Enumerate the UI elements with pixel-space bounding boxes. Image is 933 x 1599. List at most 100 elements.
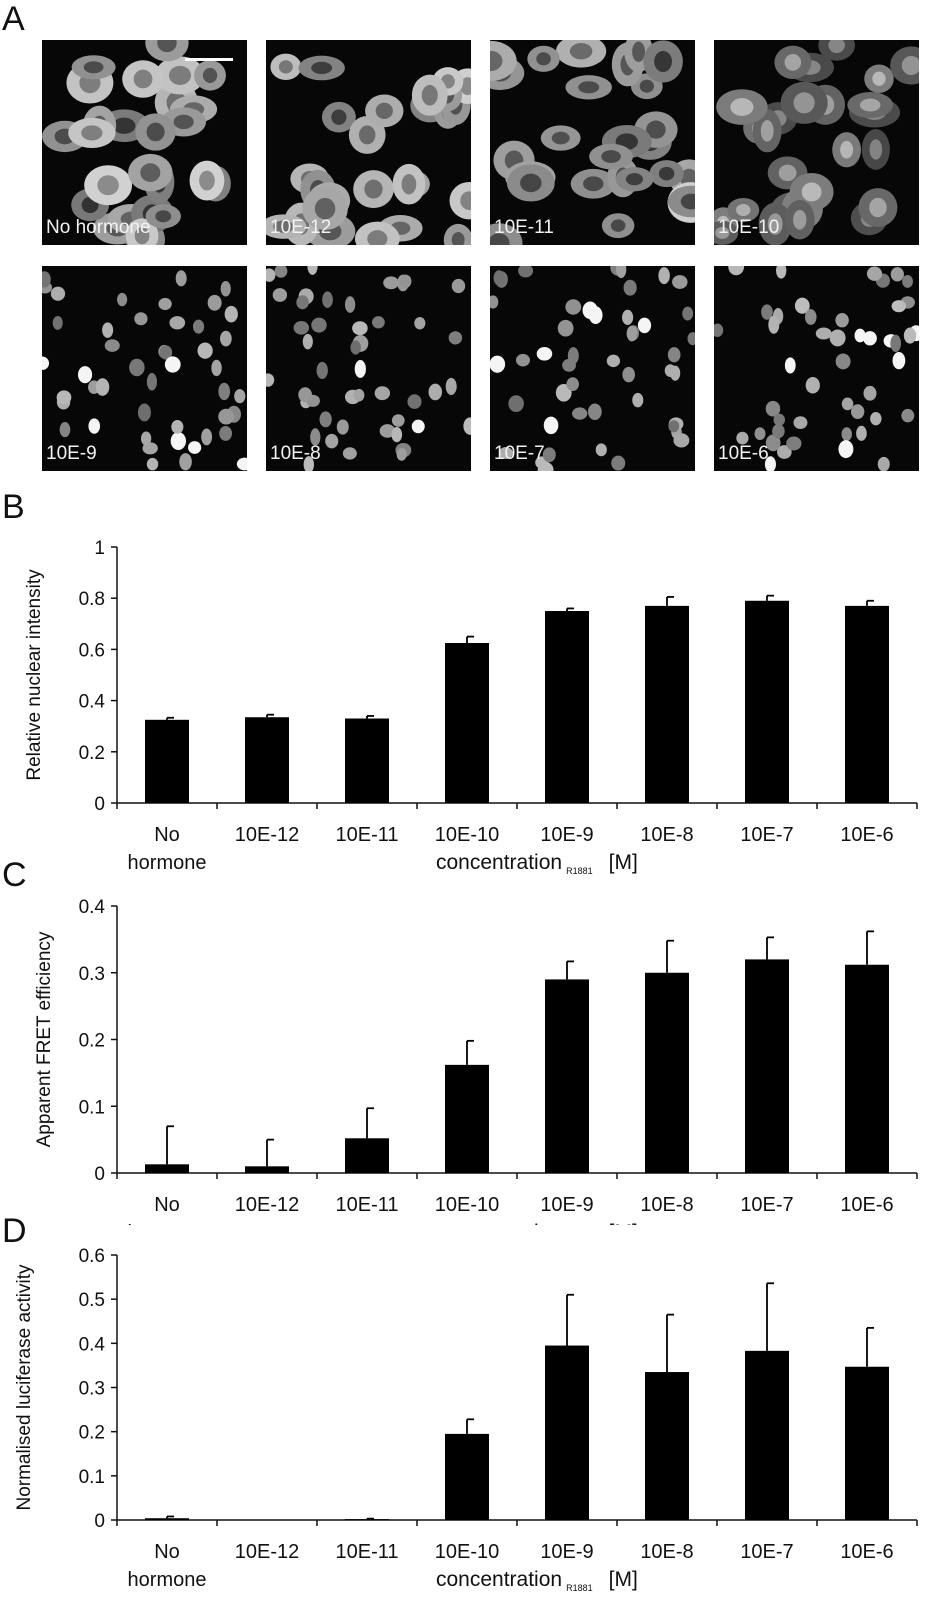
cell-nucleus bbox=[869, 197, 887, 218]
cell-nucleus bbox=[336, 419, 349, 435]
cell-image bbox=[714, 266, 919, 471]
cell-nucleus bbox=[866, 266, 883, 281]
cell-nucleus bbox=[772, 424, 785, 439]
bar bbox=[745, 600, 789, 803]
cell-nucleus bbox=[601, 150, 621, 163]
x-tick-label: 10E-12 bbox=[235, 1194, 300, 1216]
cell-nucleus bbox=[793, 416, 808, 429]
cell-nucleus bbox=[296, 295, 309, 310]
x-tick-label: 10E-7 bbox=[740, 824, 793, 846]
cell-nucleus bbox=[353, 388, 365, 402]
cell-nucleus bbox=[159, 345, 173, 360]
micrograph: 10E-12 bbox=[266, 40, 471, 245]
cell-nucleus bbox=[448, 331, 463, 345]
micrograph: 10E-10 bbox=[714, 40, 919, 245]
cell-nucleus bbox=[374, 386, 391, 401]
cell-nucleus bbox=[776, 266, 787, 279]
cell-nucleus bbox=[325, 433, 339, 449]
x-tick-label: 10E-12 bbox=[235, 1541, 300, 1563]
x-tick-label: hormone bbox=[128, 1222, 207, 1225]
cell-nucleus bbox=[354, 360, 366, 378]
bar bbox=[545, 1345, 589, 1520]
chart-nuclear-intensity: 0 0.2 0.4 0.6 0.8 1 No hormone 10E-12 10E-11 10E-1… bbox=[24, 538, 918, 876]
cell-nucleus bbox=[179, 453, 192, 471]
cell-nucleus bbox=[266, 268, 276, 282]
cell-nucleus bbox=[606, 354, 621, 368]
cell-nucleus bbox=[829, 329, 846, 347]
cell-nucleus bbox=[137, 403, 151, 422]
micrograph-label: 10E-11 bbox=[494, 217, 554, 238]
x-tick-label: No bbox=[154, 1541, 180, 1563]
cell-nucleus bbox=[146, 373, 158, 391]
cell-nucleus bbox=[490, 50, 503, 71]
cell-nucleus bbox=[872, 71, 886, 86]
cell-nucleus bbox=[83, 61, 104, 74]
cell-nucleus bbox=[869, 139, 883, 160]
cell-nucleus bbox=[274, 266, 288, 278]
cell-nucleus bbox=[595, 443, 607, 457]
cell-nucleus bbox=[754, 427, 766, 441]
cell-nucleus bbox=[272, 288, 288, 302]
x-tick-label: 10E-8 bbox=[640, 824, 693, 846]
bar bbox=[145, 1164, 189, 1173]
cell-nucleus bbox=[793, 209, 807, 230]
cell-nucleus bbox=[234, 389, 246, 404]
y-tick-label: 0.6 bbox=[79, 1246, 105, 1267]
cell-nucleus bbox=[515, 353, 530, 367]
cell-image bbox=[42, 270, 247, 471]
cell-nucleus bbox=[622, 309, 634, 326]
cell-nucleus bbox=[164, 356, 181, 373]
bar bbox=[845, 964, 889, 1173]
cell-nucleus bbox=[460, 191, 471, 211]
cell-nucleus bbox=[97, 175, 119, 196]
y-tick-label: 0.5 bbox=[79, 1290, 105, 1311]
cell-nucleus bbox=[278, 60, 293, 74]
cell-nucleus bbox=[714, 323, 724, 338]
cell-nucleus bbox=[307, 266, 318, 275]
y-tick-label: 0.3 bbox=[79, 1379, 105, 1400]
cell-nucleus bbox=[557, 319, 574, 337]
cell-nucleus bbox=[856, 425, 867, 441]
cell-nucleus bbox=[891, 300, 907, 313]
cell-nucleus bbox=[133, 69, 153, 89]
y-tick-label: 0.1 bbox=[79, 1097, 105, 1118]
cell-nucleus bbox=[687, 332, 695, 346]
cell-nucleus bbox=[587, 403, 602, 420]
cell-nucleus bbox=[611, 455, 626, 471]
cell-nucleus bbox=[77, 366, 93, 384]
cell-nucleus bbox=[414, 316, 426, 330]
cell-nucleus bbox=[219, 425, 233, 441]
cell-nucleus bbox=[322, 291, 333, 308]
cell-nucleus bbox=[202, 67, 218, 83]
x-tick-label: 10E-8 bbox=[640, 1194, 693, 1216]
x-tick-label: 10E-8 bbox=[640, 1541, 693, 1563]
cell-nucleus bbox=[784, 54, 802, 71]
cell-nucleus bbox=[421, 84, 438, 106]
x-tick-label: No bbox=[154, 1194, 180, 1216]
cell-nucleus bbox=[680, 193, 695, 210]
micrograph: No hormone bbox=[42, 40, 247, 245]
cell-nucleus bbox=[302, 333, 313, 350]
cell-nucleus bbox=[211, 359, 222, 377]
panel-letter-d: D bbox=[2, 1212, 27, 1250]
cell-nucleus bbox=[793, 92, 815, 114]
cell-nucleus bbox=[863, 331, 877, 346]
cell-nucleus bbox=[490, 233, 510, 245]
cell-image bbox=[266, 266, 471, 471]
cell-nucleus bbox=[632, 392, 644, 408]
x-tick-label: 10E-10 bbox=[435, 1541, 500, 1563]
cell-nucleus bbox=[672, 275, 688, 289]
cell-nucleus bbox=[835, 353, 851, 370]
chart-fret-efficiency: 0 0.1 0.2 0.3 0.4 No hormone 10E-12 10E-11 10E-10… bbox=[34, 897, 918, 1225]
cell-nucleus bbox=[42, 271, 51, 288]
bar bbox=[245, 1166, 289, 1173]
micrograph-label: 10E-6 bbox=[718, 443, 769, 464]
y-tick-label: 1 bbox=[94, 538, 105, 559]
cell-nucleus bbox=[104, 339, 120, 352]
bar bbox=[345, 718, 389, 803]
cell-nucleus bbox=[565, 299, 582, 315]
cell-nucleus bbox=[835, 313, 849, 328]
bar bbox=[745, 1350, 789, 1520]
cell-nucleus bbox=[760, 120, 774, 142]
cell-nucleus bbox=[311, 61, 333, 75]
